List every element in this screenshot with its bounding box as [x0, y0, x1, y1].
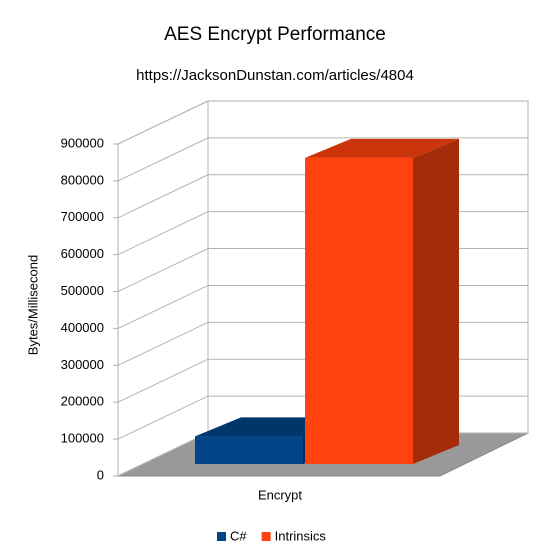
plot	[195, 138, 459, 465]
y-tick-label: 400000	[61, 320, 104, 335]
y-axis-label: Bytes/Millisecond	[25, 255, 40, 355]
y-tick-label: 700000	[61, 209, 104, 224]
y-tick-label: 900000	[61, 135, 104, 150]
y-tick-label: 0	[97, 467, 104, 482]
left-wall	[117, 100, 209, 477]
x-tick-label: Encrypt	[258, 487, 302, 502]
bar-front	[195, 436, 303, 464]
chart-title: AES Encrypt Performance	[164, 24, 386, 45]
bar	[305, 138, 459, 465]
y-tick-label: 500000	[61, 283, 104, 298]
chart-subtitle: https://JacksonDunstan.com/articles/4804	[136, 67, 414, 84]
legend-swatch	[217, 532, 226, 541]
bar-top	[305, 138, 459, 158]
grid-line	[117, 100, 528, 145]
y-tick-label: 200000	[61, 394, 104, 409]
y-tick-label: 800000	[61, 172, 104, 187]
grid-line	[117, 137, 528, 182]
y-tick-label: 300000	[61, 357, 104, 372]
legend-label: C#	[230, 528, 247, 543]
legend-label: Intrinsics	[275, 528, 327, 543]
bar-front	[305, 157, 413, 465]
bar-side	[413, 138, 459, 465]
legend-swatch	[261, 532, 271, 541]
y-tick-label: 600000	[61, 246, 104, 261]
y-tick-label: 100000	[61, 431, 104, 446]
